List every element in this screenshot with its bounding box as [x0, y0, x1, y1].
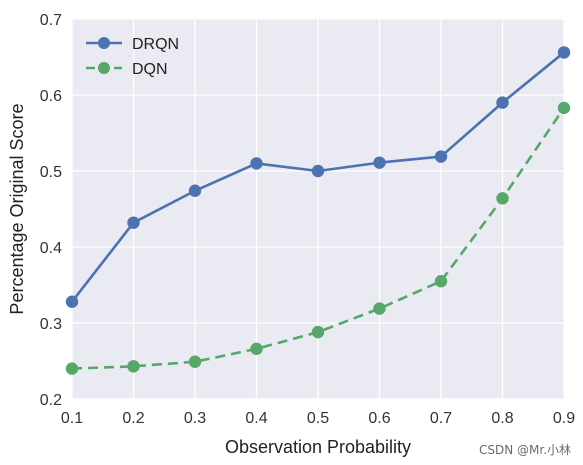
x-axis-label: Observation Probability [225, 437, 411, 457]
y-tick-label: 0.6 [40, 88, 62, 105]
data-point-dqn [65, 362, 79, 375]
data-point-dqn [557, 101, 571, 115]
x-tick-label: 0.3 [184, 410, 206, 427]
watermark-text: CSDN @Mr.小林 [478, 443, 571, 457]
data-point-drqn [434, 150, 448, 163]
x-tick-label: 0.8 [491, 410, 513, 427]
x-tick-label: 0.1 [61, 410, 83, 427]
x-tick-label: 0.6 [368, 410, 390, 427]
data-point-dqn [434, 275, 448, 288]
x-tick-labels: 0.1 0.2 0.3 0.4 0.5 0.6 0.7 0.8 0.9 [61, 410, 575, 427]
x-tick-label: 0.5 [307, 410, 329, 427]
data-point-drqn [557, 46, 571, 59]
legend-dqn-label: DQN [132, 61, 168, 78]
data-point-drqn [496, 96, 509, 109]
x-tick-label: 0.2 [122, 410, 144, 427]
data-point-dqn [127, 360, 140, 373]
data-point-dqn [311, 325, 325, 339]
data-point-dqn [188, 355, 202, 368]
data-point-dqn [496, 192, 509, 205]
data-point-drqn [311, 164, 325, 178]
data-point-drqn [373, 156, 386, 169]
legend-drqn-marker [98, 37, 110, 49]
y-tick-labels: 0.2 0.3 0.4 0.5 0.6 0.7 [40, 12, 62, 409]
y-tick-label: 0.4 [40, 240, 62, 257]
y-tick-label: 0.3 [40, 316, 62, 333]
data-point-dqn [373, 302, 386, 315]
data-point-drqn [250, 157, 263, 170]
y-tick-label: 0.2 [40, 392, 62, 409]
data-point-dqn [250, 342, 263, 356]
x-tick-label: 0.4 [245, 410, 267, 427]
series-layer [65, 46, 571, 375]
y-tick-label: 0.5 [40, 164, 62, 181]
data-point-drqn [188, 184, 202, 197]
x-tick-label: 0.7 [430, 410, 452, 427]
legend-drqn-label: DRQN [132, 36, 179, 53]
y-axis-label: Percentage Original Score [7, 103, 27, 314]
data-point-drqn [127, 216, 140, 229]
y-tick-label: 0.7 [40, 12, 62, 29]
legend: DRQN DQN [86, 36, 179, 78]
grid-lines [71, 18, 565, 400]
x-tick-label: 0.9 [553, 410, 575, 427]
data-point-drqn [65, 295, 79, 308]
legend-dqn-marker [98, 62, 110, 74]
